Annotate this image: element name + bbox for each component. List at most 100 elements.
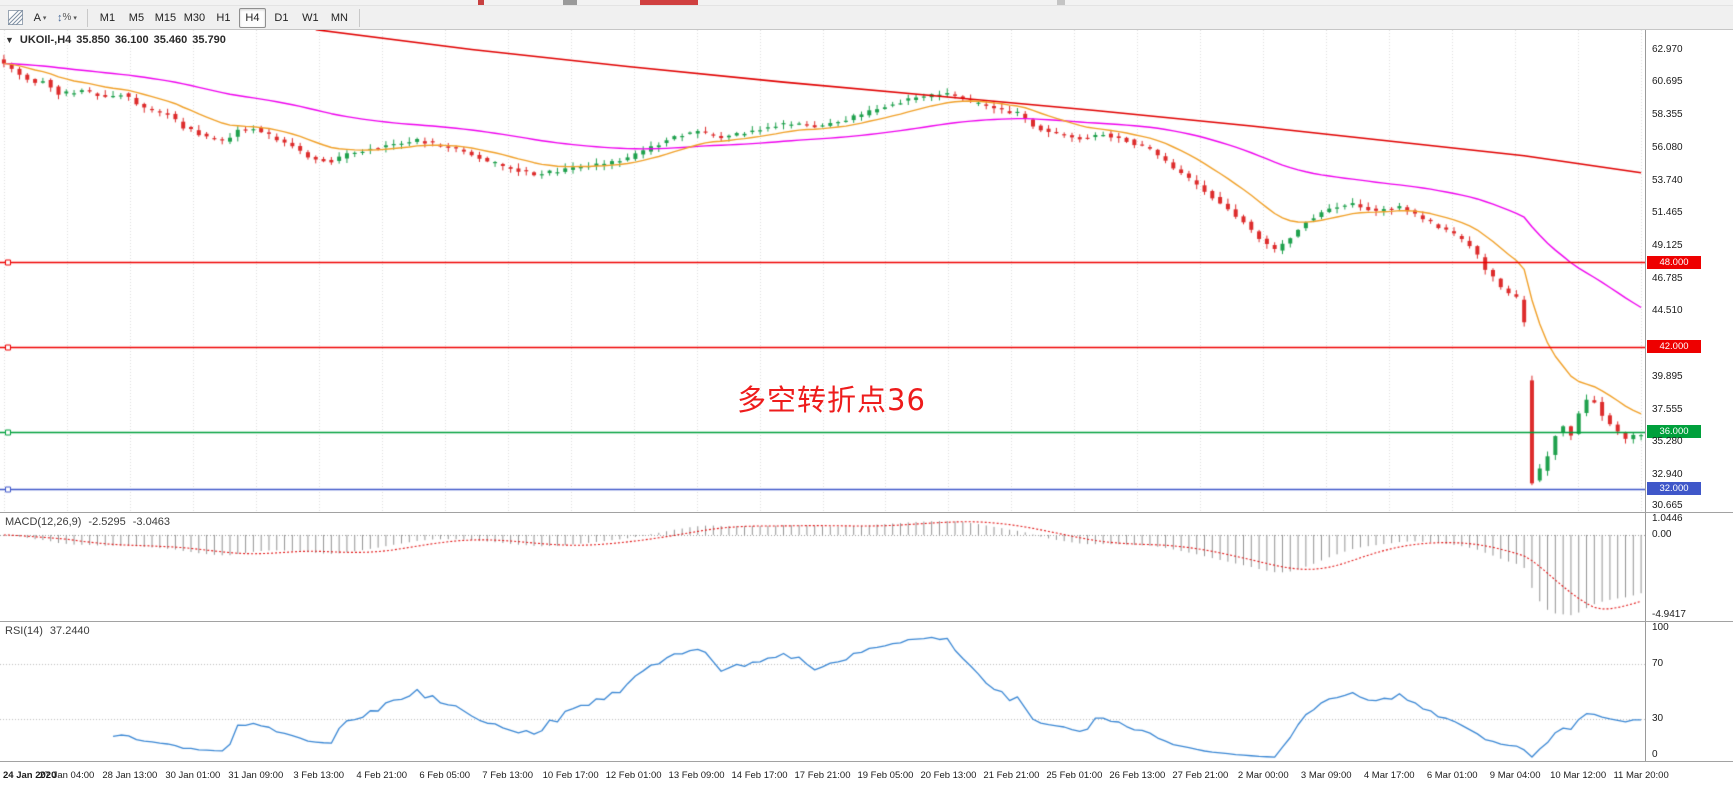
time-axis-label: 27 Jan 04:00 [39,770,95,781]
time-axis-label: 30 Jan 01:00 [165,770,221,781]
time-axis-label: 20 Feb 13:00 [920,770,977,781]
macd-indicator-label: MACD(12,26,9) -2.5295 -3.0463 [5,516,170,528]
timeframe-button-h1[interactable]: H1 [216,11,231,24]
time-axis-label: 27 Feb 21:00 [1172,770,1229,781]
rsi-name: RSI(14) [5,625,43,637]
macd-name: MACD(12,26,9) [5,516,82,528]
time-axis-label: 26 Feb 13:00 [1109,770,1166,781]
toolbar-separator [86,8,88,27]
macd-value-main: -2.5295 [88,516,126,528]
cropped-ui-fragment [478,0,484,5]
rsi-axis-label: 30 [1652,713,1664,725]
percent-tool-label: % [62,12,72,23]
time-axis-label: 17 Feb 21:00 [794,770,851,781]
time-axis-label: 3 Feb 13:00 [293,770,345,781]
panel-separator [0,761,1733,762]
rsi-value: 37.2440 [49,625,90,637]
updown-arrows-icon: ↕ [57,11,63,24]
price-axis-label: 39.895 [1652,370,1683,382]
chart-title: ▼ UKOIl-,H4 35.850 36.100 35.460 35.790 [5,34,226,46]
chart-symbol-period: UKOIl-,H4 [19,34,72,46]
timeframe-button-mn[interactable]: MN [330,11,348,24]
text-tool-button[interactable]: A ▾ [28,8,52,28]
price-axis[interactable]: 48.000 42.000 36.000 32.000 62.970 60.695 58.3… [1646,30,1733,512]
macd-axis-label: 1.0446 [1652,513,1683,524]
text-tool-label: A [33,11,41,24]
panel-separator[interactable] [0,621,1733,622]
cropped-ui-fragment [640,0,698,5]
macd-axis-label: 0.00 [1652,528,1672,540]
ohlc-open: 35.850 [76,34,110,46]
timeframe-button-w1[interactable]: W1 [302,11,319,24]
rsi-indicator-label: RSI(14) 37.2440 [5,625,90,637]
rsi-axis-label: 0 [1652,749,1658,760]
timeframe-button-h4[interactable]: H4 [238,7,266,28]
cropped-ui-fragment [563,0,577,5]
one-click-trading-toggle[interactable]: ▼ [5,35,14,45]
timeframe-button-m1[interactable]: M1 [99,11,116,24]
price-line-badge: 42.000 [1647,340,1701,354]
price-line-badge: 36.000 [1647,425,1701,439]
price-axis-label: 60.695 [1652,76,1683,88]
rsi-axis[interactable]: 100 70 30 0 [1646,622,1733,761]
time-axis-label: 19 Feb 05:00 [857,770,914,781]
time-axis-label: 12 Feb 01:00 [605,770,662,781]
timeframe-button-m15[interactable]: M15 [154,11,177,24]
ohlc-close: 35.790 [192,34,226,46]
timeframe-button-m30[interactable]: M30 [183,11,206,24]
time-axis-label: 6 Feb 05:00 [419,770,471,781]
cycle-tool-button[interactable]: ↕ % ▾ [52,8,82,28]
time-axis-label: 10 Feb 17:00 [542,770,599,781]
hatch-pattern-icon [8,10,23,25]
time-axis-label: 10 Mar 12:00 [1550,770,1607,781]
price-axis-label: 35.280 [1652,436,1683,448]
panel-separator[interactable] [0,512,1733,513]
price-axis-label: 53.740 [1652,174,1683,186]
rsi-axis-label: 100 [1652,622,1669,633]
ohlc-low: 35.460 [153,34,188,46]
price-axis-label: 51.465 [1652,206,1683,218]
cropped-ui-fragment [1057,0,1065,5]
price-axis-label: 58.355 [1652,109,1683,121]
macd-axis[interactable]: 1.0446 0.00 -4.9417 [1646,513,1733,621]
price-axis-label: 49.125 [1652,240,1683,252]
time-axis-label: 31 Jan 09:00 [228,770,284,781]
toolbar-separator [358,8,360,27]
main-chart-canvas[interactable] [0,30,1645,512]
chevron-down-icon: ▾ [73,14,77,22]
time-axis-label: 9 Mar 04:00 [1489,770,1541,781]
time-axis-label: 25 Feb 01:00 [1046,770,1103,781]
price-axis-label: 56.080 [1652,141,1683,153]
price-axis-label: 44.510 [1652,305,1683,317]
chevron-down-icon: ▾ [42,14,47,22]
price-line-badge: 32.000 [1647,482,1701,496]
cropped-toolbar-strip [0,0,1733,6]
time-axis[interactable]: 24 Jan 2020 27 Jan 04:00 28 Jan 13:00 30 Ja… [0,762,1733,794]
macd-canvas[interactable] [0,513,1645,621]
macd-axis-label: -4.9417 [1652,609,1686,620]
price-line-badge: 48.000 [1647,255,1701,269]
time-axis-label: 24 Jan 2020 [3,770,57,781]
time-axis-label: 3 Mar 09:00 [1300,770,1352,781]
chart-toolbar: A ▾ ↕ % ▾ M1 M5 M15 M30 H1 H4 D1 W1 MN [0,6,1733,30]
ohlc-high: 36.100 [114,34,149,46]
price-axis-label: 62.970 [1652,43,1683,55]
time-axis-label: 14 Feb 17:00 [731,770,788,781]
rsi-axis-label: 70 [1652,657,1664,669]
timeframe-button-d1[interactable]: D1 [274,11,289,24]
time-axis-label: 4 Mar 17:00 [1363,770,1415,781]
macd-value-signal: -3.0463 [132,516,171,528]
time-axis-label: 4 Feb 21:00 [356,770,408,781]
price-axis-label: 32.940 [1652,469,1683,481]
chart-text-annotation[interactable]: 多空转折点36 [737,383,926,417]
time-axis-label: 28 Jan 13:00 [102,770,158,781]
price-axis-label: 46.785 [1652,273,1683,285]
time-axis-label: 13 Feb 09:00 [668,770,725,781]
time-axis-label: 2 Mar 00:00 [1237,770,1289,781]
rsi-canvas[interactable] [0,622,1645,761]
time-axis-label: 6 Mar 01:00 [1426,770,1478,781]
timeframe-button-m5[interactable]: M5 [128,11,145,24]
price-axis-label: 37.555 [1652,403,1683,415]
hatch-tool-button[interactable] [3,8,28,28]
